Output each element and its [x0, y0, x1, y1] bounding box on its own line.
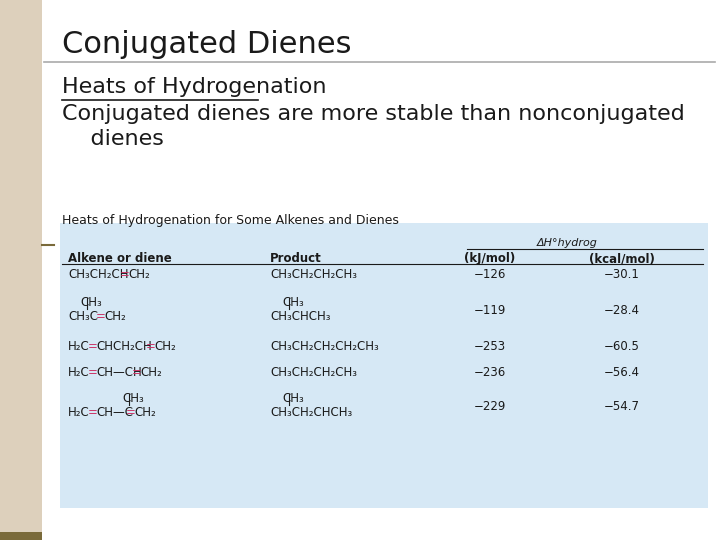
Text: H₂C: H₂C — [68, 340, 90, 353]
Bar — [0, 532, 42, 540]
Text: (kJ/mol): (kJ/mol) — [464, 252, 516, 265]
Text: CH₃C: CH₃C — [68, 310, 98, 323]
Text: =: = — [96, 310, 106, 323]
Text: CH₂: CH₂ — [154, 340, 176, 353]
Text: H₂C: H₂C — [68, 406, 90, 419]
Bar — [0, 0, 42, 540]
Text: =: = — [120, 268, 130, 281]
Text: =: = — [88, 406, 98, 419]
Text: CH₃CH₂CH: CH₃CH₂CH — [68, 268, 128, 281]
Text: =: = — [126, 406, 136, 419]
Text: −54.7: −54.7 — [604, 400, 640, 413]
Text: =: = — [132, 366, 142, 379]
Text: Conjugated dienes are more stable than nonconjugated
    dienes: Conjugated dienes are more stable than n… — [62, 104, 685, 149]
Text: CH—CH: CH—CH — [96, 366, 142, 379]
Text: CH₃: CH₃ — [282, 296, 304, 309]
Text: −56.4: −56.4 — [604, 366, 640, 379]
Text: CH₂: CH₂ — [104, 310, 126, 323]
Text: CH₃: CH₃ — [122, 392, 144, 405]
Text: =: = — [146, 340, 156, 353]
Text: −253: −253 — [474, 340, 506, 353]
Text: CH—C: CH—C — [96, 406, 133, 419]
Text: −60.5: −60.5 — [604, 340, 640, 353]
Text: CH₃: CH₃ — [282, 392, 304, 405]
Text: CH₂: CH₂ — [134, 406, 156, 419]
Text: CHCH₂CH: CHCH₂CH — [96, 340, 152, 353]
Text: Heats of Hydrogenation: Heats of Hydrogenation — [62, 77, 326, 97]
Text: −28.4: −28.4 — [604, 304, 640, 317]
Text: CH₃CH₂CHCH₃: CH₃CH₂CHCH₃ — [270, 406, 352, 419]
Text: Heats of Hydrogenation for Some Alkenes and Dienes: Heats of Hydrogenation for Some Alkenes … — [62, 214, 399, 227]
Text: −119: −119 — [474, 304, 506, 317]
Text: CH₃CH₂CH₂CH₃: CH₃CH₂CH₂CH₃ — [270, 268, 357, 281]
Text: Product: Product — [270, 252, 322, 265]
Text: CH₃CHCH₃: CH₃CHCH₃ — [270, 310, 330, 323]
Text: (kcal/mol): (kcal/mol) — [589, 252, 655, 265]
Text: =: = — [88, 340, 98, 353]
Text: −126: −126 — [474, 268, 506, 281]
Text: CH₃CH₂CH₂CH₃: CH₃CH₂CH₂CH₃ — [270, 366, 357, 379]
Text: Conjugated Dienes: Conjugated Dienes — [62, 30, 351, 59]
Text: −30.1: −30.1 — [604, 268, 640, 281]
Text: CH₂: CH₂ — [128, 268, 150, 281]
Text: CH₃: CH₃ — [80, 296, 102, 309]
Text: Alkene or diene: Alkene or diene — [68, 252, 172, 265]
Text: =: = — [88, 366, 98, 379]
Text: −229: −229 — [474, 400, 506, 413]
Text: CH₂: CH₂ — [140, 366, 162, 379]
Text: CH₃CH₂CH₂CH₂CH₃: CH₃CH₂CH₂CH₂CH₃ — [270, 340, 379, 353]
Bar — [60, 223, 708, 508]
Text: −236: −236 — [474, 366, 506, 379]
Text: H₂C: H₂C — [68, 366, 90, 379]
Text: ΔH°hydrog: ΔH°hydrog — [537, 238, 598, 248]
